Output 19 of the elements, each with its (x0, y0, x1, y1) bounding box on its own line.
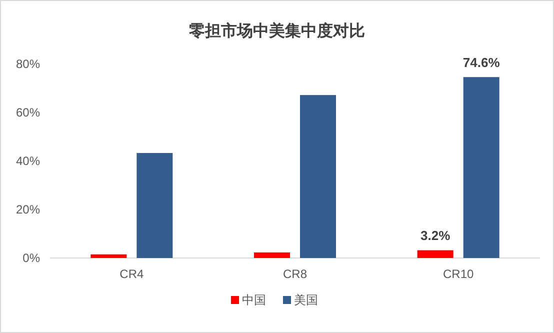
legend-label: 美国 (294, 293, 318, 307)
chart-title: 零担市场中美集中度对比 (188, 21, 365, 40)
data-label: 3.2% (420, 228, 451, 244)
y-tick-label: 80% (16, 57, 40, 71)
bar (136, 152, 173, 258)
y-tick-label: 60% (16, 106, 40, 120)
x-tick-label: CR8 (282, 267, 308, 281)
y-tick-label: 20% (16, 202, 40, 216)
bar (463, 77, 500, 258)
bar (300, 95, 336, 258)
legend-label: 中国 (242, 293, 266, 307)
bar (417, 250, 454, 258)
y-tick-label: 40% (16, 154, 40, 168)
x-tick-label: CR10 (442, 267, 474, 281)
y-tick-label: 0% (22, 251, 40, 265)
bar (254, 252, 290, 258)
bar (90, 254, 127, 258)
data-label: 74.6% (462, 55, 500, 70)
x-tick-label: CR4 (120, 267, 144, 281)
